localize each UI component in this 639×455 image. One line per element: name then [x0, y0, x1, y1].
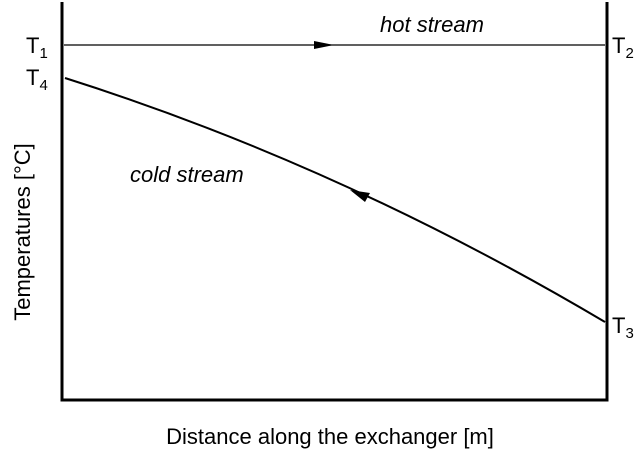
y-axis-label: Temperatures [°C] — [10, 143, 35, 321]
cold-stream-label: cold stream — [130, 162, 244, 187]
hot-stream-arrow — [314, 41, 334, 49]
cold-stream-curve — [64, 77, 606, 323]
t4-label: T4 — [26, 65, 48, 94]
t3-label: T3 — [612, 313, 634, 342]
frame — [60, 2, 609, 402]
t2-label: T2 — [612, 33, 634, 62]
x-axis-label: Distance along the exchanger [m] — [166, 424, 494, 449]
t1-label: T1 — [26, 33, 48, 62]
hot-stream-label: hot stream — [380, 12, 484, 37]
cold-stream-arrow — [350, 190, 370, 202]
